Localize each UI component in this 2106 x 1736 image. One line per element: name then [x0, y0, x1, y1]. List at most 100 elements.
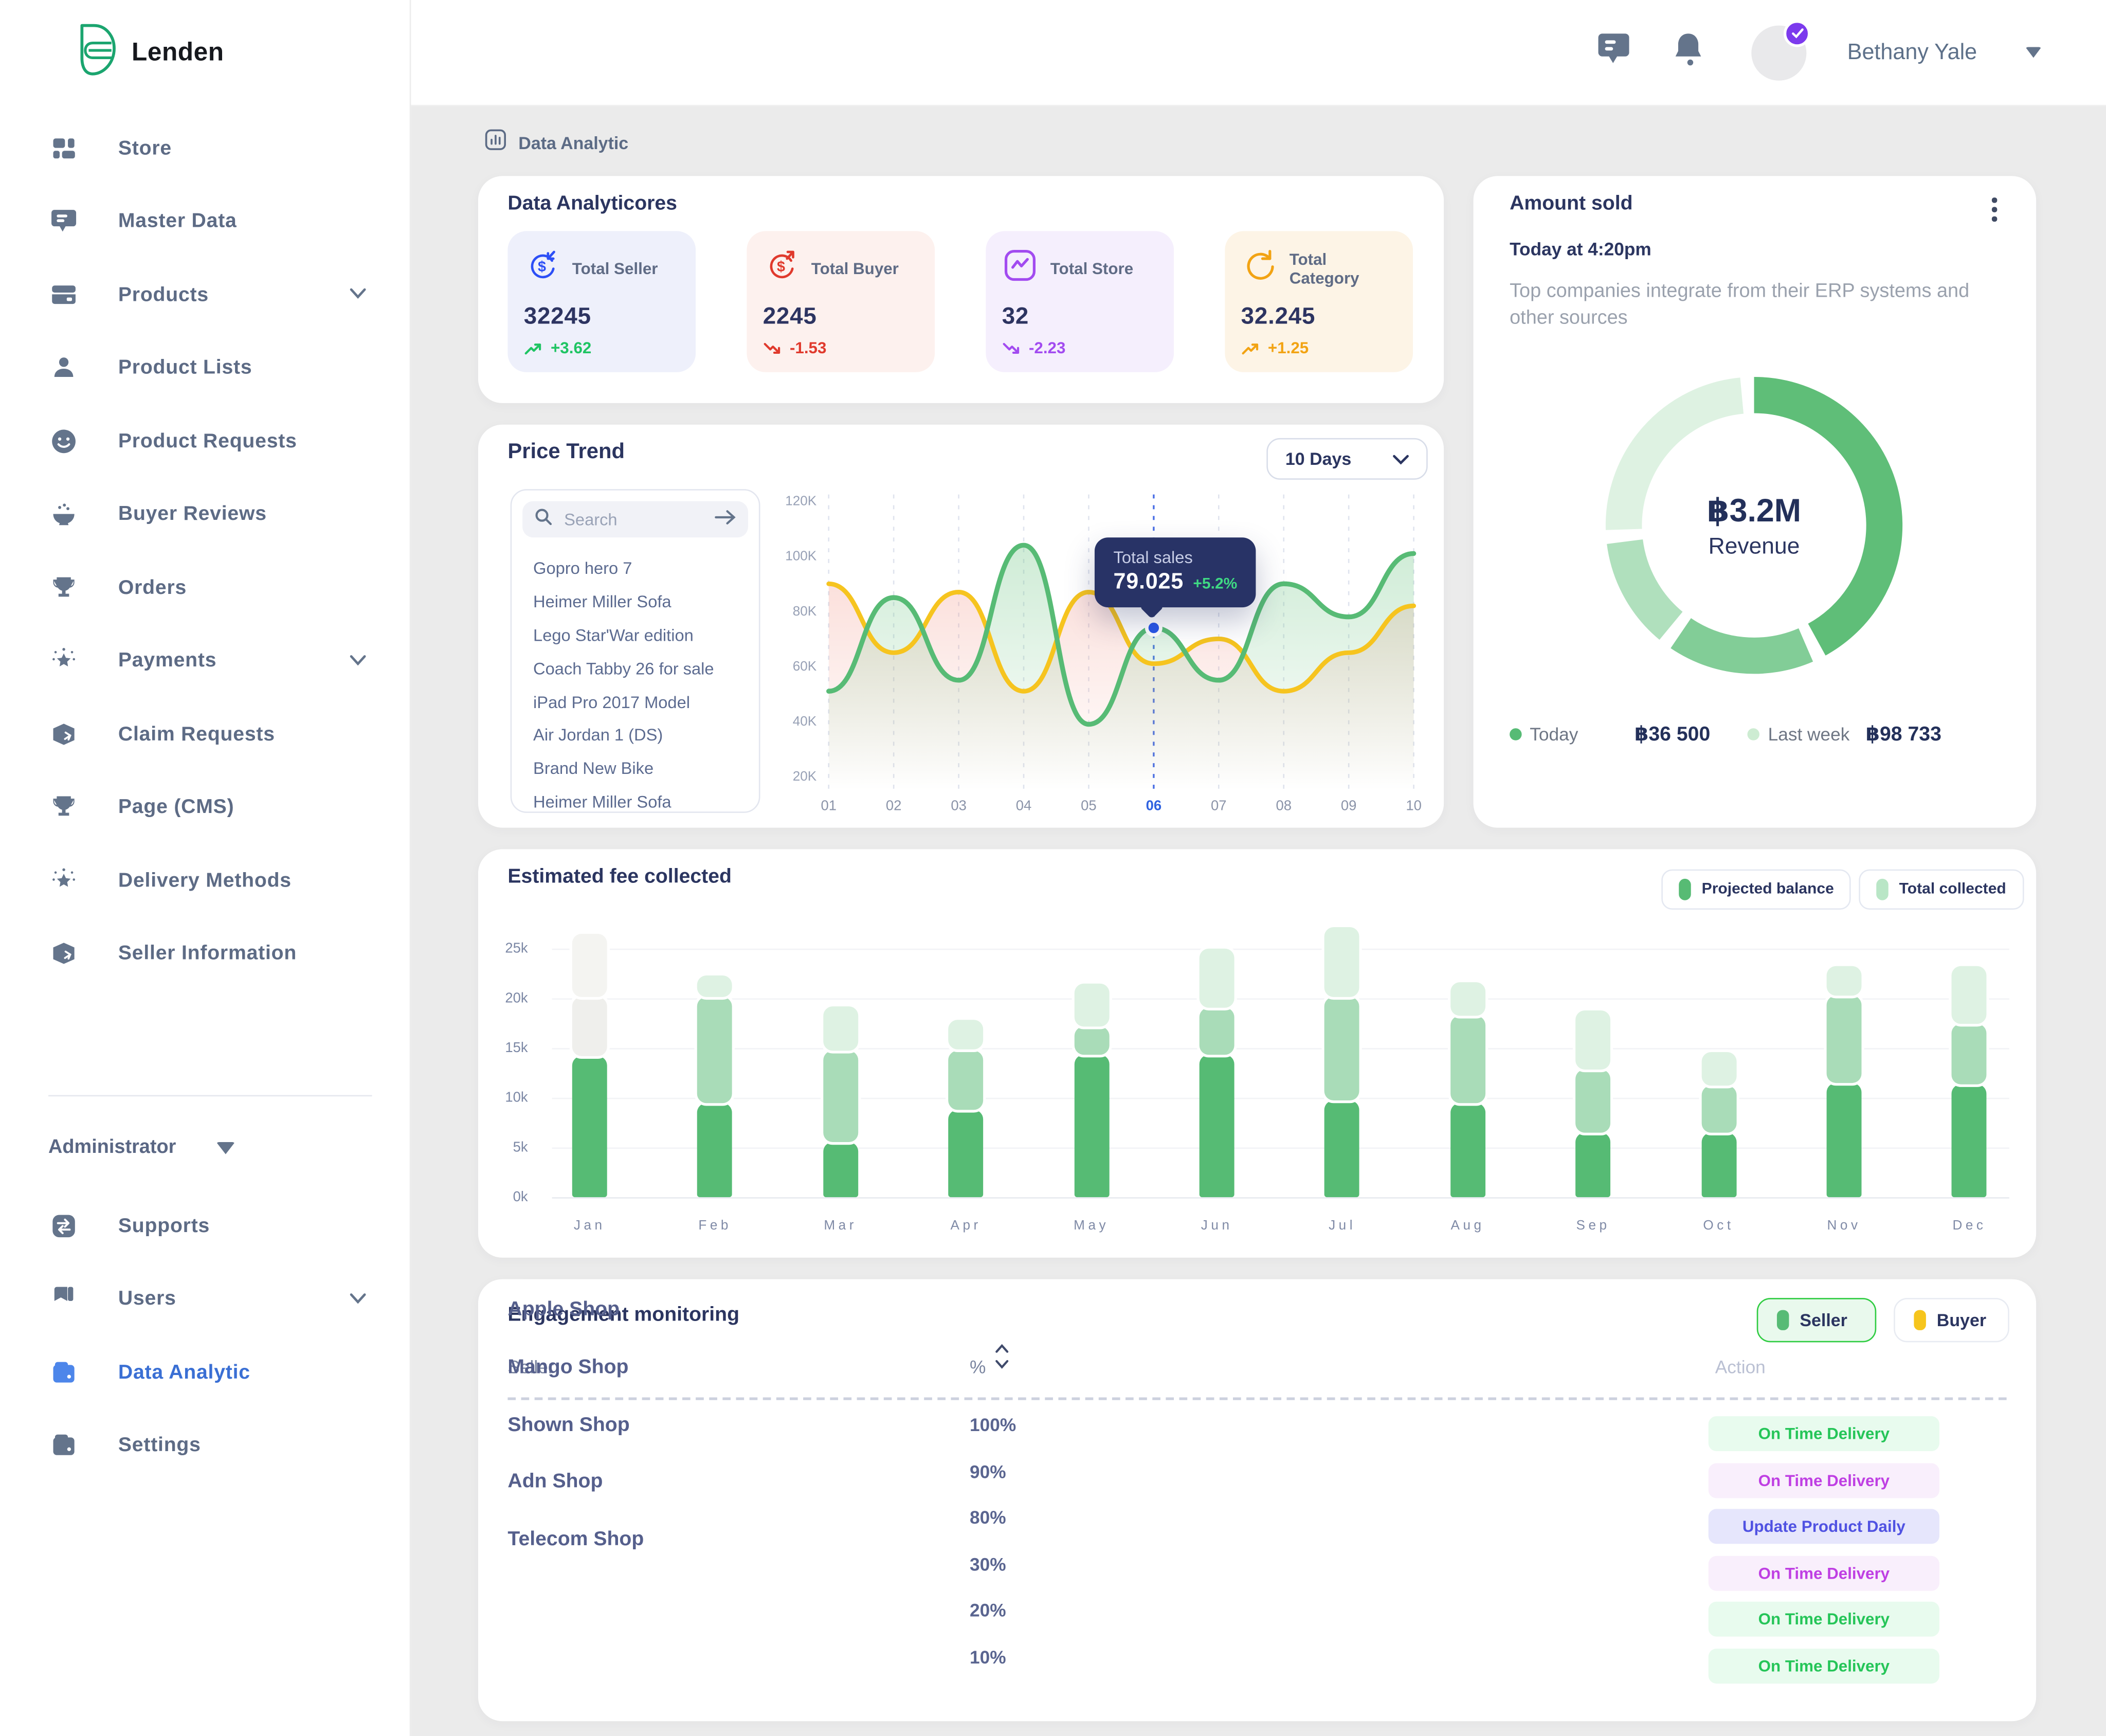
fee-bar-jul[interactable]: [1324, 927, 1360, 1198]
bar-segment: [572, 933, 607, 998]
sidebar-item-product-requests[interactable]: Product Requests: [0, 405, 410, 478]
tooltip-delta: +5.2%: [1193, 576, 1238, 593]
sidebar-item-store[interactable]: Store: [0, 112, 410, 185]
brand[interactable]: Lenden: [77, 23, 224, 83]
data-analyticores-card: Data Analyticores $ Total Seller 32245 +3.6…: [478, 176, 1444, 403]
sidebar-item-master-data[interactable]: Master Data: [0, 185, 410, 258]
search-input[interactable]: [561, 509, 705, 530]
seller-filter-label: Seller: [1800, 1310, 1847, 1330]
sort-icon[interactable]: [994, 1342, 1010, 1379]
arrow-right-icon[interactable]: [715, 507, 736, 531]
bar-segment: [572, 1056, 607, 1198]
bar-segment: [1199, 948, 1234, 1008]
sidebar-item-orders[interactable]: Orders: [0, 551, 410, 624]
wallet-icon: [48, 1431, 78, 1460]
action-badge[interactable]: On Time Delivery: [1708, 1648, 1940, 1683]
percent-value: 20%: [970, 1600, 1006, 1621]
engagement-row: 100% On Time Delivery: [478, 1411, 2036, 1457]
sidebar-item-buyer-reviews[interactable]: Buyer Reviews: [0, 478, 410, 551]
svg-text:80K: 80K: [793, 603, 817, 619]
fee-bar-mar[interactable]: [823, 1006, 858, 1198]
fee-bar-nov[interactable]: [1826, 965, 1862, 1198]
notifications-button[interactable]: [1668, 32, 1709, 73]
fee-bar-feb[interactable]: [697, 975, 733, 1198]
product-list-item[interactable]: Gopro hero 7: [533, 559, 632, 578]
percent-value: 80%: [970, 1507, 1006, 1528]
fee-bar-may[interactable]: [1074, 983, 1109, 1198]
svg-text:40K: 40K: [793, 713, 817, 729]
fee-bar-apr[interactable]: [948, 1019, 984, 1198]
breadcrumb: Data Analytic: [485, 129, 628, 157]
messages-button[interactable]: [1593, 32, 1633, 73]
role-selector[interactable]: Administrator: [48, 1137, 235, 1158]
kebab-menu-icon[interactable]: [1983, 197, 2007, 227]
today-value: ฿36 500: [1635, 722, 1711, 746]
product-list-item[interactable]: iPad Pro 2017 Model: [533, 693, 691, 712]
red-currency-icon: $: [763, 247, 800, 291]
product-list-item[interactable]: Heimer Miller Sofa: [533, 592, 671, 612]
sidebar-item-data-analytic[interactable]: Data Analytic: [0, 1335, 410, 1408]
bar-segment: [1575, 1132, 1611, 1198]
fee-bar-sep[interactable]: [1575, 1010, 1611, 1198]
action-badge[interactable]: Update Product Daily: [1708, 1509, 1940, 1544]
product-list-item[interactable]: Brand New Bike: [533, 759, 654, 779]
product-list-item[interactable]: Coach Tabby 26 for sale: [533, 659, 714, 678]
box-icon: [48, 719, 78, 749]
tooltip-value: 79.025: [1113, 569, 1184, 594]
stats-title: Data Analyticores: [507, 192, 677, 215]
sidebar-nav-admin: Supports Users Data Analytic Settings: [0, 1189, 410, 1482]
fee-bar-dec[interactable]: [1952, 966, 1987, 1198]
sidebar-divider: [48, 1095, 372, 1097]
bar-segment: [1952, 966, 1987, 1023]
column-percent: %: [970, 1357, 986, 1378]
bar-segment: [1701, 1086, 1736, 1133]
user-avatar[interactable]: [1752, 19, 1811, 80]
svg-text:10: 10: [1406, 798, 1422, 813]
sidebar-item-page-cms-[interactable]: Page (CMS): [0, 771, 410, 844]
sidebar-item-product-lists[interactable]: Product Lists: [0, 331, 410, 404]
sidebar-item-payments[interactable]: Payments: [0, 624, 410, 697]
product-list-item[interactable]: Heimer Miller Sofa: [533, 792, 671, 812]
sidebar-item-delivery-methods[interactable]: Delivery Methods: [0, 844, 410, 917]
sidebar-item-products[interactable]: Products: [0, 258, 410, 331]
product-list-item[interactable]: Lego Star'War edition: [533, 626, 694, 645]
bar-segment: [1952, 1023, 1987, 1085]
filter-buyer-button[interactable]: Buyer: [1894, 1298, 2009, 1343]
sidebar-item-seller-information[interactable]: Seller Information: [0, 917, 410, 990]
fee-bar-jun[interactable]: [1199, 948, 1234, 1198]
user-name[interactable]: Bethany Yale: [1847, 40, 1977, 64]
bar-segment: [1450, 982, 1485, 1017]
chevron-down-icon[interactable]: [349, 282, 367, 306]
action-badge[interactable]: On Time Delivery: [1708, 1601, 1940, 1637]
legend-total-collected[interactable]: Total collected: [1859, 869, 2024, 910]
trend-down-icon: -1.53: [763, 338, 826, 357]
engagement-card: Engagement monitoring Seller Buyer Selle…: [478, 1279, 2037, 1722]
swap-icon: [48, 1211, 78, 1240]
today-label: Today: [1530, 724, 1578, 744]
sidebar-item-users[interactable]: Users: [0, 1262, 410, 1335]
filter-seller-button[interactable]: Seller: [1756, 1298, 1877, 1343]
bar-segment: [1074, 983, 1109, 1027]
collected-label: Total collected: [1899, 881, 2006, 898]
price-trend-card: Price Trend 10 Days Gopro hero 7 Heimer M…: [478, 424, 1444, 828]
trophy-icon: [48, 792, 78, 822]
product-list-item[interactable]: Air Jordan 1 (DS): [533, 726, 663, 745]
sidebar-item-settings[interactable]: Settings: [0, 1409, 410, 1482]
chevron-down-icon[interactable]: [349, 648, 367, 673]
projected-swatch-icon: [1679, 878, 1691, 900]
fee-bar-oct[interactable]: [1701, 1052, 1736, 1198]
fee-bar-aug[interactable]: [1450, 982, 1485, 1198]
sidebar-item-claim-requests[interactable]: Claim Requests: [0, 697, 410, 770]
fee-bar-jan[interactable]: [572, 933, 607, 1198]
sidebar-item-supports[interactable]: Supports: [0, 1189, 410, 1262]
chevron-down-icon[interactable]: [349, 1287, 367, 1311]
action-badge[interactable]: On Time Delivery: [1708, 1416, 1940, 1452]
action-badge[interactable]: On Time Delivery: [1708, 1462, 1940, 1498]
range-select[interactable]: 10 Days: [1266, 438, 1428, 480]
bell-icon: [1674, 31, 1703, 73]
legend-projected-balance[interactable]: Projected balance: [1661, 869, 1851, 910]
action-badge[interactable]: On Time Delivery: [1708, 1555, 1940, 1590]
bar-segment: [823, 1142, 858, 1198]
user-menu-caret-icon[interactable]: [2025, 47, 2042, 58]
bar-segment: [1450, 1016, 1485, 1103]
